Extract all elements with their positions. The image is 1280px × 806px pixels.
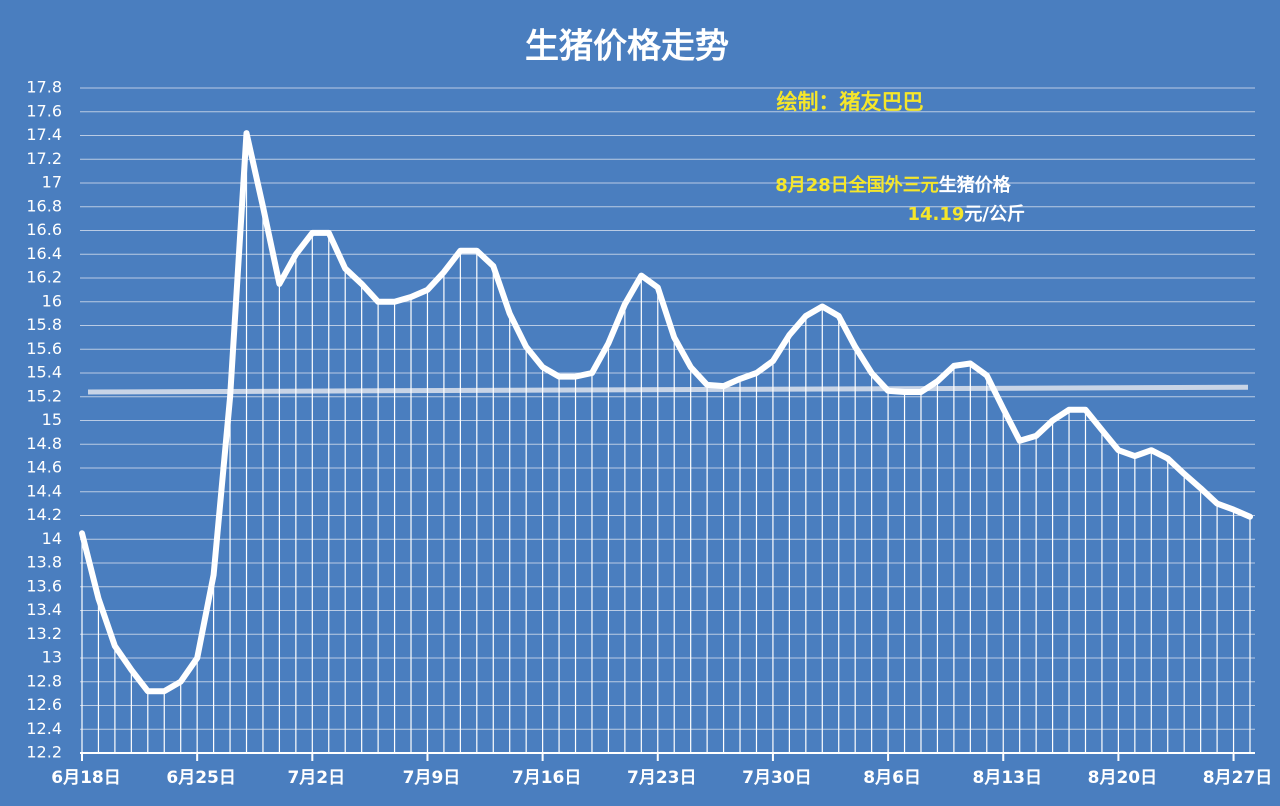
y-tick-label: 13.6 <box>26 576 62 595</box>
annotation-part: 8月28日全国外三元 <box>775 174 939 196</box>
y-tick-label: 14 <box>42 529 62 548</box>
x-tick-label: 6月25日 <box>166 768 236 788</box>
x-tick-label: 7月23日 <box>627 768 697 788</box>
annotation: 8月28日全国外三元生猪价格 <box>775 174 1012 196</box>
y-tick-label: 15.6 <box>26 339 62 358</box>
y-tick-label: 14.2 <box>26 505 62 524</box>
y-tick-label: 13.4 <box>26 600 62 619</box>
annotation: 14.19元/公斤 <box>907 204 1025 225</box>
annotation: 绘制：猪友巴巴 <box>777 90 924 114</box>
y-tick-label: 16.6 <box>26 220 62 239</box>
y-tick-label: 16.2 <box>26 268 62 287</box>
annotation-part: 元/公斤 <box>964 204 1025 225</box>
y-tick-label: 16.4 <box>26 244 62 263</box>
y-tick-label: 17 <box>42 173 62 192</box>
y-tick-label: 17.8 <box>26 78 62 97</box>
x-tick-label: 8月13日 <box>972 768 1042 788</box>
y-tick-label: 14.8 <box>26 434 62 453</box>
y-tick-label: 12.8 <box>26 671 62 690</box>
x-tick-label: 7月16日 <box>512 768 582 788</box>
y-tick-label: 12.6 <box>26 695 62 714</box>
x-tick-label: 8月6日 <box>863 768 921 788</box>
annotation-part: 14.19 <box>907 204 964 225</box>
y-tick-label: 17.4 <box>26 125 62 144</box>
y-tick-label: 16.8 <box>26 196 62 215</box>
line-series <box>79 130 1253 695</box>
y-tick-label: 15.2 <box>26 386 62 405</box>
x-tick-label: 7月9日 <box>403 768 461 788</box>
y-tick-label: 12.2 <box>26 743 62 762</box>
y-tick-label: 16 <box>42 291 62 310</box>
x-tick-label: 8月27日 <box>1203 768 1273 788</box>
y-tick-label: 13.2 <box>26 624 62 643</box>
y-tick-label: 13 <box>42 648 62 667</box>
y-tick-label: 15 <box>42 410 62 429</box>
reference-line <box>87 384 1249 395</box>
y-tick-label: 17.2 <box>26 149 62 168</box>
y-tick-label: 12.4 <box>26 719 62 738</box>
y-tick-label: 14.4 <box>26 481 62 500</box>
y-tick-label: 13.8 <box>26 553 62 572</box>
y-tick-label: 15.4 <box>26 363 62 382</box>
y-tick-label: 17.6 <box>26 101 62 120</box>
chart-title: 生猪价格走势 <box>525 27 729 67</box>
y-tick-label: 14.6 <box>26 458 62 477</box>
annotation-part: 绘制：猪友巴巴 <box>777 90 924 114</box>
x-tick-label: 7月2日 <box>287 768 345 788</box>
x-tick-label: 8月20日 <box>1088 768 1158 788</box>
y-tick-label: 15.8 <box>26 315 62 334</box>
x-tick-label: 7月30日 <box>742 768 812 788</box>
x-tick-label: 6月18日 <box>51 768 121 788</box>
annotation-part: 生猪价格 <box>939 174 1012 196</box>
